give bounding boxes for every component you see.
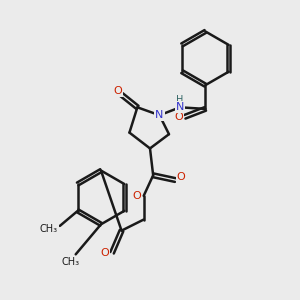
Text: CH₃: CH₃ <box>62 257 80 267</box>
Text: O: O <box>101 248 110 258</box>
Text: CH₃: CH₃ <box>40 224 58 234</box>
Text: N: N <box>176 102 184 112</box>
Text: O: O <box>132 191 141 201</box>
Text: O: O <box>175 112 184 122</box>
Text: O: O <box>177 172 185 182</box>
Text: H: H <box>176 95 184 105</box>
Text: O: O <box>113 86 122 96</box>
Text: N: N <box>155 110 164 120</box>
